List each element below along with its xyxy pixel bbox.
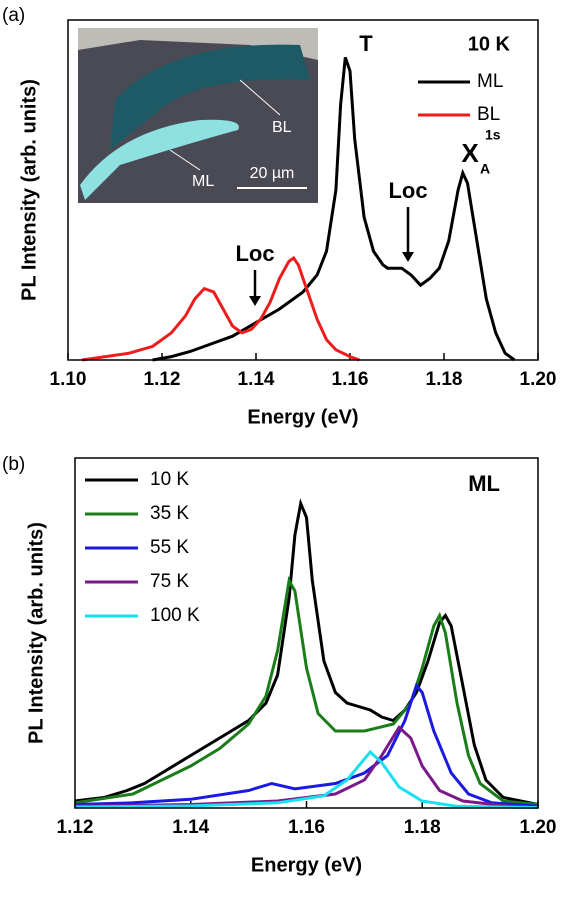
panel-label: (a) [2, 5, 25, 26]
annotation: A [480, 161, 490, 177]
x-tick-label: 1.18 [426, 369, 463, 390]
x-axis-label: Energy (eV) [247, 406, 358, 428]
x-tick-label: 1.14 [172, 817, 209, 838]
arrow-head [249, 296, 261, 306]
arrow-head [402, 252, 414, 262]
inset-pointer [169, 149, 201, 171]
annotation: 1s [485, 127, 501, 143]
series-line [81, 255, 360, 362]
legend-label: 35 K [150, 503, 189, 524]
x-axis-label: Energy (eV) [251, 854, 362, 876]
legend-label: BL [477, 104, 500, 125]
y-axis-label: PL Intensity (arb. units) [25, 522, 47, 744]
annotation: T [359, 31, 373, 56]
x-tick-label: 1.18 [404, 817, 441, 838]
plot-frame [67, 19, 539, 361]
legend-label: 10 K [150, 469, 189, 490]
inset-pointer [239, 79, 281, 116]
x-tick-label: 1.12 [57, 817, 94, 838]
legend-label: 100 K [150, 605, 200, 626]
series-line [74, 682, 539, 808]
legend-label: 75 K [150, 571, 189, 592]
annotation: Loc [235, 241, 274, 266]
legend-label: 55 K [150, 537, 189, 558]
series-line [152, 56, 516, 362]
inset-substrate [78, 28, 318, 60]
inset-bilayer [110, 44, 310, 150]
legend-title: 10 K [468, 33, 511, 55]
x-tick-label: 1.20 [520, 817, 557, 838]
series-line [74, 498, 539, 806]
x-tick-label: 1.14 [238, 369, 275, 390]
plot-frame [74, 457, 539, 809]
x-tick-label: 1.12 [144, 369, 181, 390]
x-tick-label: 1.16 [332, 369, 369, 390]
x-tick-label: 1.16 [288, 817, 325, 838]
annotation: Loc [388, 178, 427, 203]
inset-label: 20 µm [250, 165, 295, 182]
inset-label: ML [192, 173, 214, 190]
legend-label: ML [477, 71, 503, 92]
annotation: ML [468, 471, 500, 496]
annotation: X [461, 138, 479, 168]
inset-label: BL [272, 119, 292, 136]
series-line [74, 575, 539, 806]
y-axis-label: PL Intensity (arb. units) [18, 79, 40, 301]
x-tick-label: 1.10 [50, 369, 87, 390]
panel-label: (b) [2, 454, 25, 475]
series-line [74, 749, 539, 810]
series-line [74, 725, 539, 809]
inset-monolayer [80, 119, 239, 200]
x-tick-label: 1.20 [520, 369, 557, 390]
